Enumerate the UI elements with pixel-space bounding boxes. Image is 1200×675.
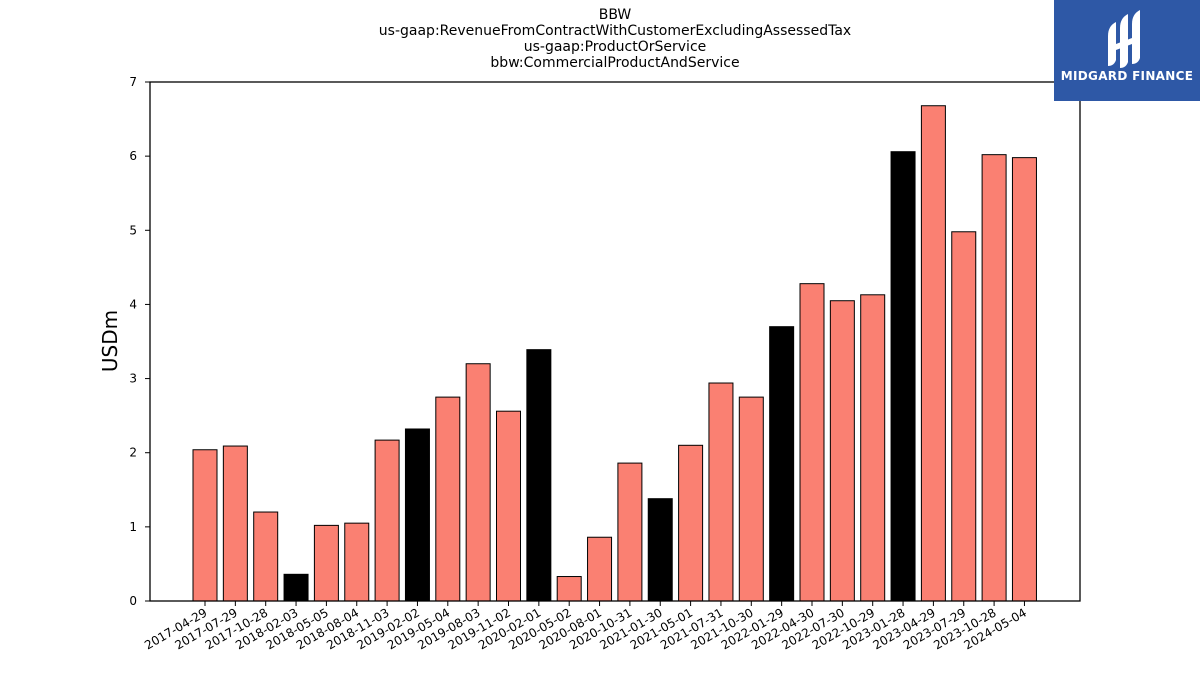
bar-2019-11-02 [496,410,521,602]
y-tick-label: 1 [129,520,137,534]
title-line-3: us-gaap:ProductOrService [523,39,707,55]
title-line-4: bbw:CommercialProductAndService [490,55,740,71]
bar-2022-04-30 [799,283,825,602]
bar-2020-08-01 [587,536,613,602]
plot-frame [149,81,1081,602]
y-axis-label: USDm [98,310,122,372]
logo-text: MIDGARD FINANCE [1060,69,1194,83]
bar-2018-05-05 [313,524,339,602]
y-tick-label: 7 [129,75,137,89]
y-axis: 0 1 2 3 4 5 6 7 [129,75,150,608]
bar-2023-10-28 [981,154,1007,602]
bar-2022-10-29 [860,294,886,602]
bar-2021-01-30 [647,498,673,602]
bar-2024-05-04 [1011,157,1037,602]
bar-2017-10-28 [253,511,279,602]
bar-2023-07-29 [951,231,977,602]
bars-group [192,105,1037,602]
bar-2021-10-30 [738,396,764,602]
y-tick-label: 4 [129,297,137,311]
y-tick-label: 0 [129,594,137,608]
title-line-2: us-gaap:RevenueFromContractWithCustomerE… [378,23,852,39]
y-tick-label: 5 [129,223,137,237]
bar-2020-05-02 [556,576,582,602]
chart-title: BBW us-gaap:RevenueFromContractWithCusto… [150,7,1080,71]
bar-2022-07-30 [829,300,855,602]
y-tick-label: 2 [129,446,137,460]
y-tick-label: 6 [129,149,137,163]
bar-2019-08-03 [465,363,491,602]
bar-2023-01-28 [890,151,916,602]
logo-mark-icon [1108,10,1140,68]
bar-2020-02-01 [526,349,552,602]
bar-2017-07-29 [222,445,248,602]
bar-2020-10-31 [617,462,643,602]
bar-2023-04-29 [920,105,946,602]
bar-2018-02-03 [283,573,309,602]
midgard-finance-logo: MIDGARD FINANCE [1054,0,1200,101]
y-tick-label: 3 [129,372,137,386]
bar-2021-07-31 [708,382,734,602]
bar-2022-01-29 [769,326,795,602]
x-axis: 2017-04-292017-07-292017-10-282018-02-03… [142,601,1029,652]
bar-2019-05-04 [435,396,461,602]
bar-2019-02-02 [404,428,430,602]
bar-2021-05-01 [678,444,704,602]
title-line-1: BBW [598,7,632,23]
bar-2018-08-04 [344,522,370,602]
bar-2018-11-03 [374,439,400,602]
bar-2017-04-29 [192,449,218,602]
